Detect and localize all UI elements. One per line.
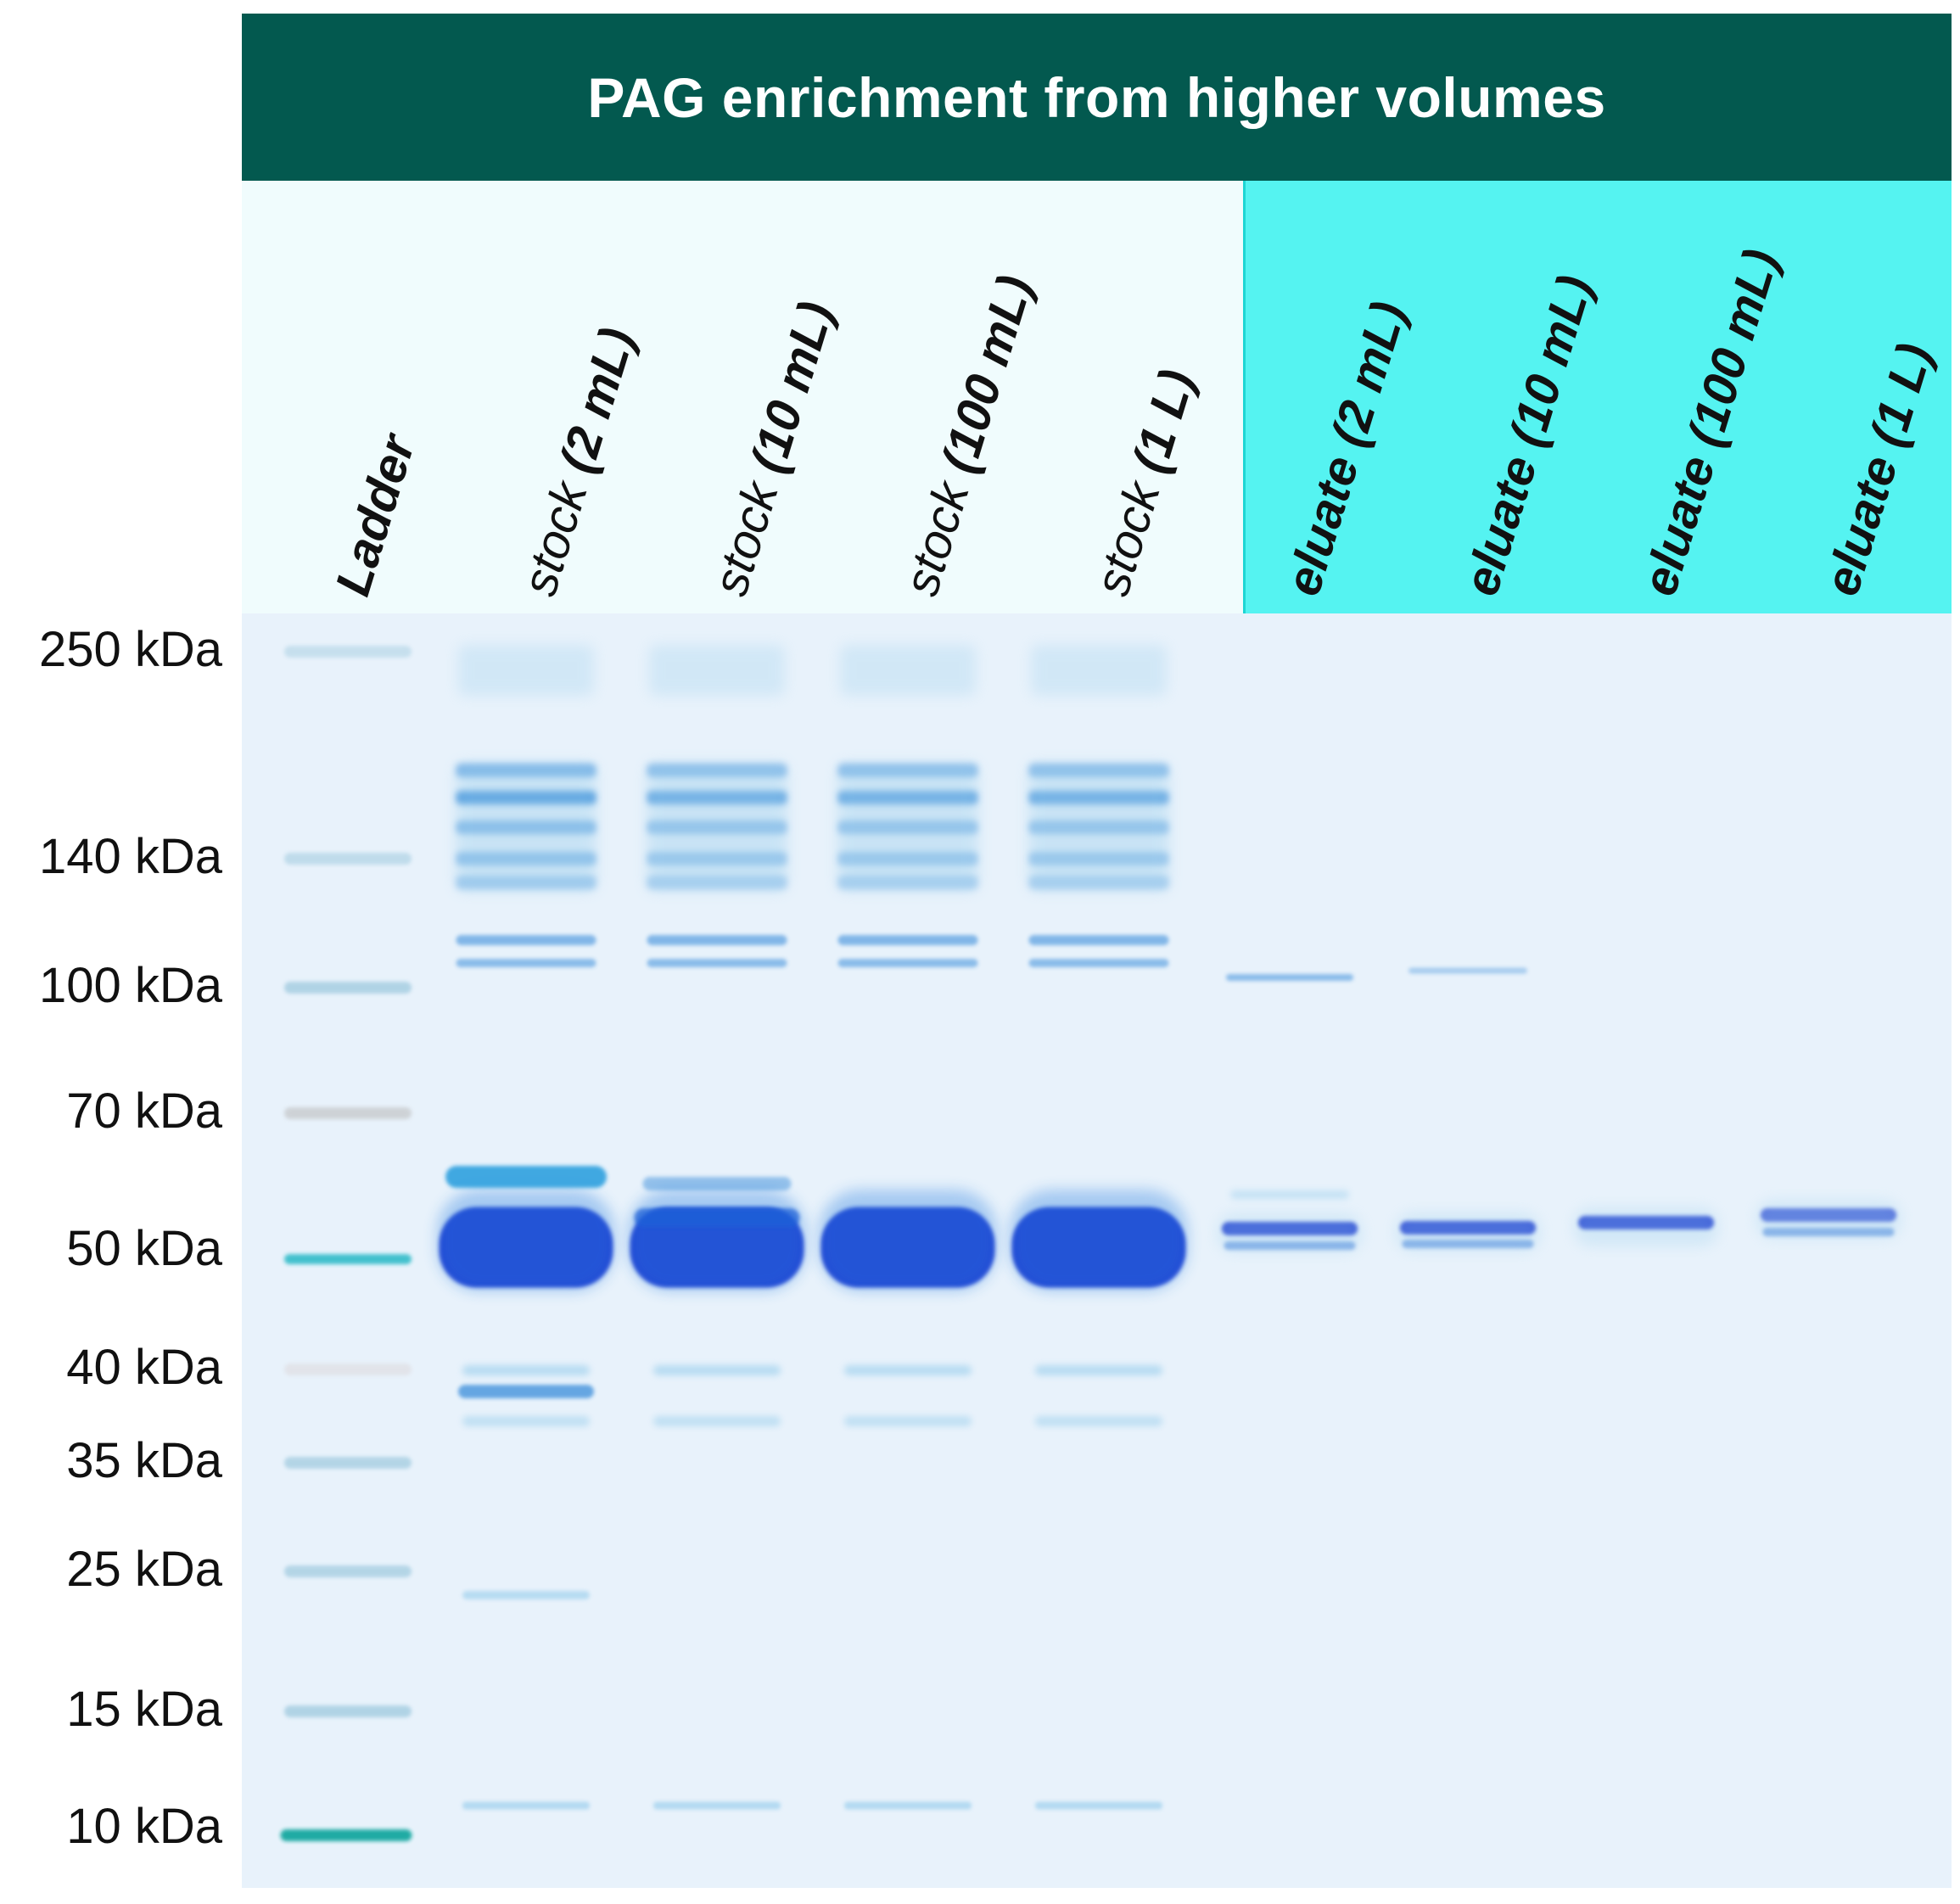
stock-lane-1-upper-band bbox=[445, 1166, 607, 1188]
stock-lane-4-main-halo bbox=[1010, 1190, 1188, 1291]
stock-lane-2-main-halo bbox=[628, 1190, 806, 1291]
eluate-header-panel bbox=[1243, 181, 1952, 613]
ladder-band-25kda bbox=[284, 1565, 412, 1577]
stock-lane-1-smear-hmw bbox=[456, 764, 596, 891]
stock-lane-2-band-42 bbox=[653, 1365, 781, 1375]
stock-lane-1-band-42 bbox=[462, 1365, 590, 1375]
title-bar: PAG enrichment from higher volumes bbox=[242, 14, 1952, 181]
marker-label-35kda: 35 kDa bbox=[66, 1433, 222, 1488]
marker-label-100kda: 100 kDa bbox=[38, 958, 222, 1013]
ladder-band-250kda bbox=[284, 646, 412, 658]
stock-lane-2-band-100 bbox=[647, 959, 787, 967]
marker-label-50kda: 50 kDa bbox=[66, 1221, 222, 1276]
stock-lane-1-band-40 bbox=[458, 1385, 594, 1398]
stock-lane-4-band-42 bbox=[1035, 1365, 1162, 1375]
stock-lane-4-band-100 bbox=[1028, 959, 1169, 967]
ladder-band-100kda bbox=[284, 982, 412, 994]
stock-lane-3-band-100 bbox=[837, 959, 978, 967]
ladder-band-40kda bbox=[284, 1364, 412, 1375]
ladder-band-140kda bbox=[284, 853, 412, 865]
stock-lane-1-band-100 bbox=[456, 959, 596, 967]
marker-label-15kda: 15 kDa bbox=[66, 1682, 222, 1737]
stock-lane-1-band-25 bbox=[462, 1591, 590, 1599]
stock-lane-1-smear-top bbox=[458, 645, 594, 696]
ladder-band-35kda bbox=[284, 1457, 412, 1469]
ladder-band-10kda bbox=[280, 1829, 412, 1841]
marker-label-140kda: 140 kDa bbox=[38, 829, 222, 884]
eluate-lane-4-halo bbox=[1756, 1200, 1901, 1239]
ladder-band-15kda bbox=[284, 1705, 412, 1717]
stock-lane-3-main-halo bbox=[819, 1190, 997, 1291]
stock-lane-1-band-105 bbox=[456, 935, 596, 945]
eluate-lane-1-band-100 bbox=[1226, 974, 1353, 981]
stock-lane-2-band-10 bbox=[653, 1801, 781, 1810]
stock-lane-2-upper-band bbox=[642, 1177, 792, 1190]
stock-lane-3-smear-hmw bbox=[837, 764, 978, 891]
stock-lane-1-band-38 bbox=[462, 1416, 590, 1426]
stock-lane-4-band-105 bbox=[1028, 935, 1169, 945]
marker-label-25kda: 25 kDa bbox=[66, 1542, 222, 1597]
eluate-lane-1-faint-55 bbox=[1230, 1190, 1349, 1199]
eluate-lane-1-halo bbox=[1218, 1213, 1362, 1252]
stock-lane-3-band-38 bbox=[844, 1416, 972, 1426]
stock-lane-4-band-38 bbox=[1035, 1416, 1162, 1426]
eluate-lane-2-halo bbox=[1396, 1212, 1540, 1252]
stock-lane-1-main-halo bbox=[437, 1190, 615, 1291]
stock-lane-1-band-10 bbox=[462, 1801, 590, 1810]
ladder-band-50kda bbox=[284, 1254, 412, 1264]
stock-lane-2-smear-hmw bbox=[647, 764, 787, 891]
stock-header-panel bbox=[242, 181, 1243, 613]
stock-lane-2-smear-top bbox=[649, 645, 785, 696]
marker-label-10kda: 10 kDa bbox=[66, 1799, 222, 1854]
eluate-lane-3-halo bbox=[1574, 1207, 1718, 1246]
ladder-band-70kda bbox=[284, 1107, 412, 1119]
marker-label-70kda: 70 kDa bbox=[66, 1084, 222, 1139]
marker-label-40kda: 40 kDa bbox=[66, 1340, 222, 1395]
gel-bands bbox=[280, 645, 1901, 1841]
stock-lane-2-band-38 bbox=[653, 1416, 781, 1426]
stock-lane-3-band-105 bbox=[837, 935, 978, 945]
stock-lane-3-band-10 bbox=[844, 1801, 972, 1810]
stock-lane-4-band-10 bbox=[1035, 1801, 1162, 1810]
marker-label-250kda: 250 kDa bbox=[38, 622, 222, 677]
stock-lane-2-band-55 bbox=[634, 1208, 800, 1227]
stock-lane-3-band-42 bbox=[844, 1365, 972, 1375]
stock-lane-2-band-105 bbox=[647, 935, 787, 945]
figure-title: PAG enrichment from higher volumes bbox=[587, 65, 1606, 129]
eluate-lane-2-band-100 bbox=[1408, 967, 1527, 974]
gel-image bbox=[242, 613, 1952, 1888]
stock-lane-4-smear-top bbox=[1031, 645, 1167, 696]
stock-lane-3-smear-top bbox=[840, 645, 976, 696]
stock-lane-4-smear-hmw bbox=[1028, 764, 1169, 891]
